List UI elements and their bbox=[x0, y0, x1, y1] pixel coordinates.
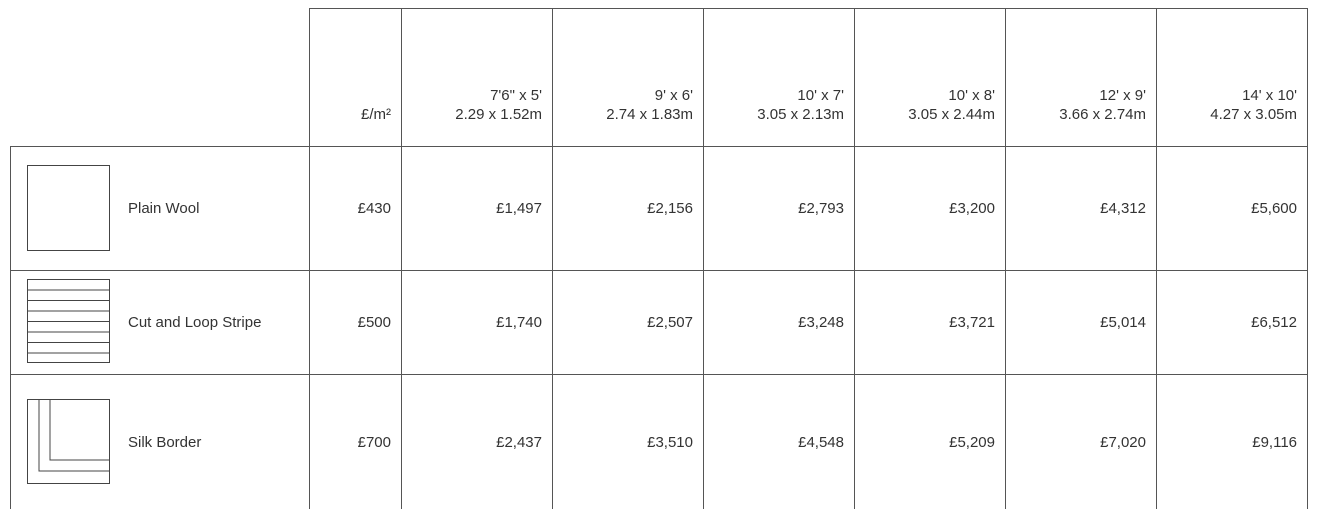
price-cell: £3,721 bbox=[855, 271, 1006, 375]
price-cell: £4,548 bbox=[704, 375, 855, 509]
header-cell: 7'6" x 5'2.29 x 1.52m bbox=[402, 9, 553, 147]
price-cell: £700 bbox=[310, 375, 402, 509]
price-cell: £2,437 bbox=[402, 375, 553, 509]
blank-cell bbox=[11, 9, 310, 147]
header-cell: 12' x 9'3.66 x 2.74m bbox=[1006, 9, 1157, 147]
price-cell: £5,209 bbox=[855, 375, 1006, 509]
pattern-icon bbox=[27, 279, 111, 366]
price-cell: £6,512 bbox=[1157, 271, 1308, 375]
pattern-icon bbox=[27, 165, 111, 252]
price-cell: £5,600 bbox=[1157, 147, 1308, 271]
size-metric: 3.05 x 2.13m bbox=[714, 105, 844, 124]
size-metric: 2.29 x 1.52m bbox=[412, 105, 542, 124]
size-imperial: 14' x 10' bbox=[1167, 86, 1297, 105]
unit-label: £/m² bbox=[361, 106, 391, 123]
price-cell: £3,200 bbox=[855, 147, 1006, 271]
size-imperial: 10' x 7' bbox=[714, 86, 844, 105]
header-cell: 10' x 8'3.05 x 2.44m bbox=[855, 9, 1006, 147]
price-cell: £4,312 bbox=[1006, 147, 1157, 271]
price-cell: £5,014 bbox=[1006, 271, 1157, 375]
size-imperial: 12' x 9' bbox=[1016, 86, 1146, 105]
size-metric: 2.74 x 1.83m bbox=[563, 105, 693, 124]
pattern-icon bbox=[27, 399, 111, 486]
price-cell: £3,248 bbox=[704, 271, 855, 375]
product-row: Cut and Loop Stripe £500£1,740£2,507£3,24… bbox=[11, 271, 1308, 375]
header-cell: £/m² bbox=[310, 9, 402, 147]
product-name: Cut and Loop Stripe bbox=[128, 314, 261, 331]
name-cell: Cut and Loop Stripe bbox=[11, 271, 310, 375]
name-cell: Silk Border bbox=[11, 375, 310, 509]
name-wrap: Plain Wool bbox=[27, 165, 299, 252]
product-name: Silk Border bbox=[128, 434, 201, 451]
size-imperial: 7'6" x 5' bbox=[412, 86, 542, 105]
price-cell: £2,156 bbox=[553, 147, 704, 271]
price-cell: £7,020 bbox=[1006, 375, 1157, 509]
price-cell: £500 bbox=[310, 271, 402, 375]
product-row: Silk Border£700£2,437£3,510£4,548£5,209£… bbox=[11, 375, 1308, 509]
name-wrap: Silk Border bbox=[27, 399, 299, 486]
name-wrap: Cut and Loop Stripe bbox=[27, 279, 299, 366]
product-row: Plain Wool £430£1,497£2,156£2,793£3,200£4… bbox=[11, 147, 1308, 271]
size-metric: 4.27 x 3.05m bbox=[1167, 105, 1297, 124]
price-cell: £2,793 bbox=[704, 147, 855, 271]
price-cell: £1,497 bbox=[402, 147, 553, 271]
price-cell: £2,507 bbox=[553, 271, 704, 375]
size-imperial: 10' x 8' bbox=[865, 86, 995, 105]
header-cell: 10' x 7'3.05 x 2.13m bbox=[704, 9, 855, 147]
product-name: Plain Wool bbox=[128, 200, 199, 217]
name-cell: Plain Wool bbox=[11, 147, 310, 271]
size-metric: 3.05 x 2.44m bbox=[865, 105, 995, 124]
price-cell: £9,116 bbox=[1157, 375, 1308, 509]
header-cell: 9' x 6'2.74 x 1.83m bbox=[553, 9, 704, 147]
price-cell: £1,740 bbox=[402, 271, 553, 375]
size-metric: 3.66 x 2.74m bbox=[1016, 105, 1146, 124]
page: {"table": { "header": { "unit": "£/m²", … bbox=[0, 0, 1317, 487]
price-cell: £430 bbox=[310, 147, 402, 271]
size-imperial: 9' x 6' bbox=[563, 86, 693, 105]
price-cell: £3,510 bbox=[553, 375, 704, 509]
header-cell: 14' x 10'4.27 x 3.05m bbox=[1157, 9, 1308, 147]
